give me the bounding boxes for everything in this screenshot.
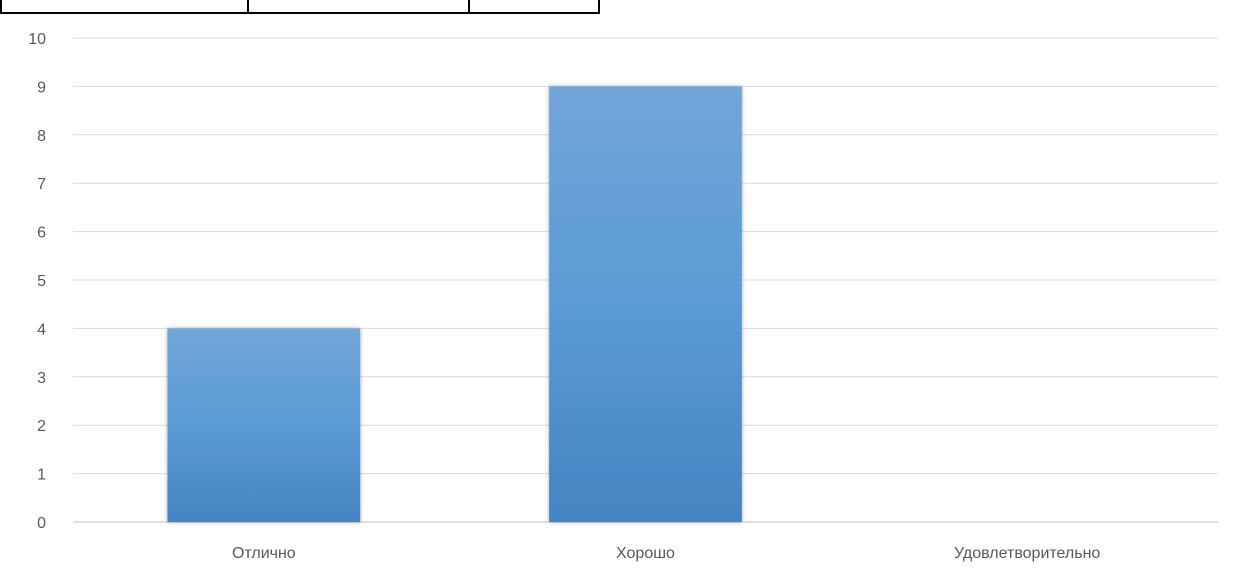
bar-1 [167, 328, 361, 522]
y-tick-label: 2 [37, 418, 46, 435]
y-tick-label: 8 [37, 128, 46, 145]
x-axis-tick-labels: Отлично Хорошо Удовлетворительно [232, 545, 1100, 562]
y-tick-label: 7 [37, 176, 46, 193]
x-tick-label: Отлично [232, 545, 296, 562]
bars [167, 86, 742, 523]
y-tick-label: 5 [37, 273, 46, 290]
y-tick-label: 4 [37, 321, 46, 338]
y-tick-label: 9 [37, 79, 46, 96]
y-tick-label: 3 [37, 370, 46, 387]
y-tick-label: 6 [37, 225, 46, 242]
y-axis-tick-labels: 0 1 2 3 4 5 6 7 8 9 10 [28, 31, 46, 532]
x-tick-label: Хорошо [616, 545, 675, 562]
table-border-fragment [0, 0, 600, 14]
y-tick-label: 0 [37, 515, 46, 532]
y-tick-label: 1 [37, 467, 46, 484]
bar-2 [549, 86, 742, 523]
x-tick-label: Удовлетворительно [954, 545, 1100, 562]
y-tick-label: 10 [28, 31, 46, 48]
